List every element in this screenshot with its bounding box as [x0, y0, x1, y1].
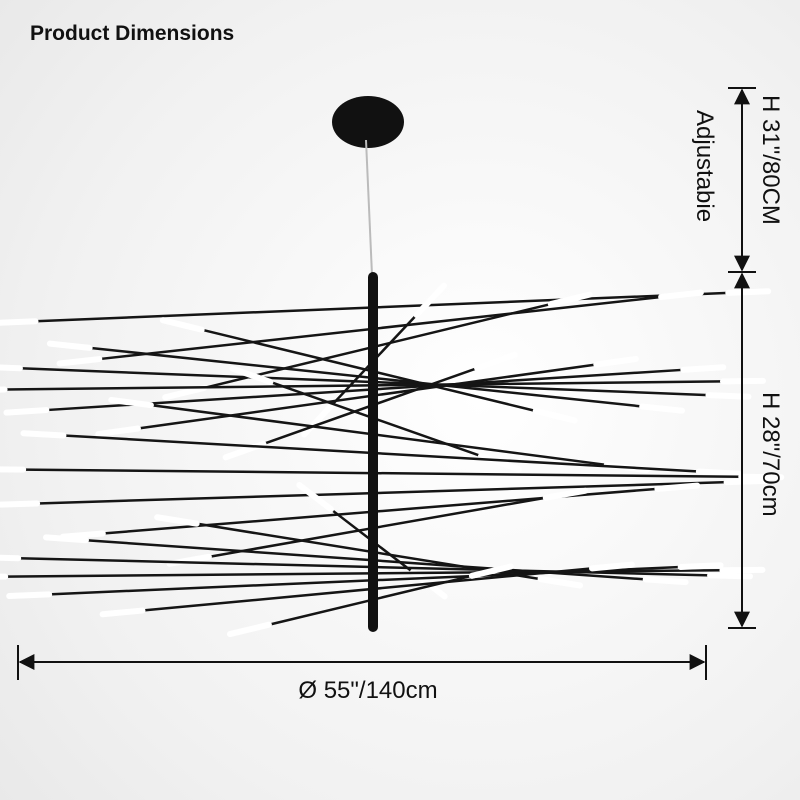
column — [368, 272, 378, 632]
light-tip — [642, 576, 689, 586]
light-tip — [474, 351, 518, 372]
arm — [19, 367, 709, 397]
light-tip — [547, 291, 593, 308]
light-tip — [108, 396, 154, 409]
title: Product Dimensions — [30, 22, 234, 45]
arm — [63, 434, 699, 473]
light-tip — [680, 364, 727, 373]
light-tip — [43, 534, 89, 544]
dim-label: Ø 55"/140cm — [298, 677, 437, 704]
dim-label: H 28"/70cm — [757, 392, 784, 517]
light-tip — [413, 282, 447, 318]
chandelier — [0, 96, 785, 638]
light-tip — [0, 554, 22, 562]
light-tip — [99, 607, 146, 618]
light-tip — [658, 289, 704, 300]
light-tip — [6, 591, 53, 600]
arm — [37, 480, 727, 505]
light-tip — [468, 563, 514, 579]
arm — [142, 567, 593, 612]
light-tip — [707, 572, 754, 580]
light-tip — [0, 500, 41, 508]
arm — [99, 295, 662, 361]
arm — [23, 468, 742, 479]
light-tip — [589, 561, 635, 572]
dim-note: Adjustabie — [691, 110, 718, 222]
arm — [150, 403, 607, 467]
dim-label: H 31"/80CM — [757, 95, 784, 225]
canopy — [332, 96, 404, 148]
light-tip — [154, 514, 200, 527]
arm — [4, 380, 723, 391]
cable — [365, 139, 373, 276]
light-tip — [537, 576, 584, 589]
light-tip — [46, 340, 93, 351]
arm — [35, 291, 729, 323]
light-tip — [20, 430, 67, 439]
light-tip — [226, 621, 272, 638]
light-tip — [654, 482, 701, 492]
light-tip — [162, 384, 208, 401]
light-tip — [677, 562, 724, 571]
light-tip — [301, 402, 335, 438]
light-tip — [542, 487, 589, 501]
light-tip — [639, 403, 685, 414]
arm — [89, 346, 643, 408]
light-tip — [0, 318, 39, 326]
light-tip — [0, 364, 23, 372]
light-tip — [159, 317, 205, 333]
light-tip — [3, 407, 50, 416]
light-tip — [478, 453, 522, 473]
arm — [137, 363, 597, 430]
light-tip — [229, 365, 274, 385]
light-tip — [725, 288, 772, 296]
light-tip — [532, 407, 578, 424]
arm — [49, 565, 681, 596]
light-tip — [695, 468, 742, 477]
light-tip — [593, 355, 639, 368]
light-tip — [95, 425, 141, 438]
light-tip — [56, 356, 103, 367]
light-tip — [296, 481, 335, 513]
